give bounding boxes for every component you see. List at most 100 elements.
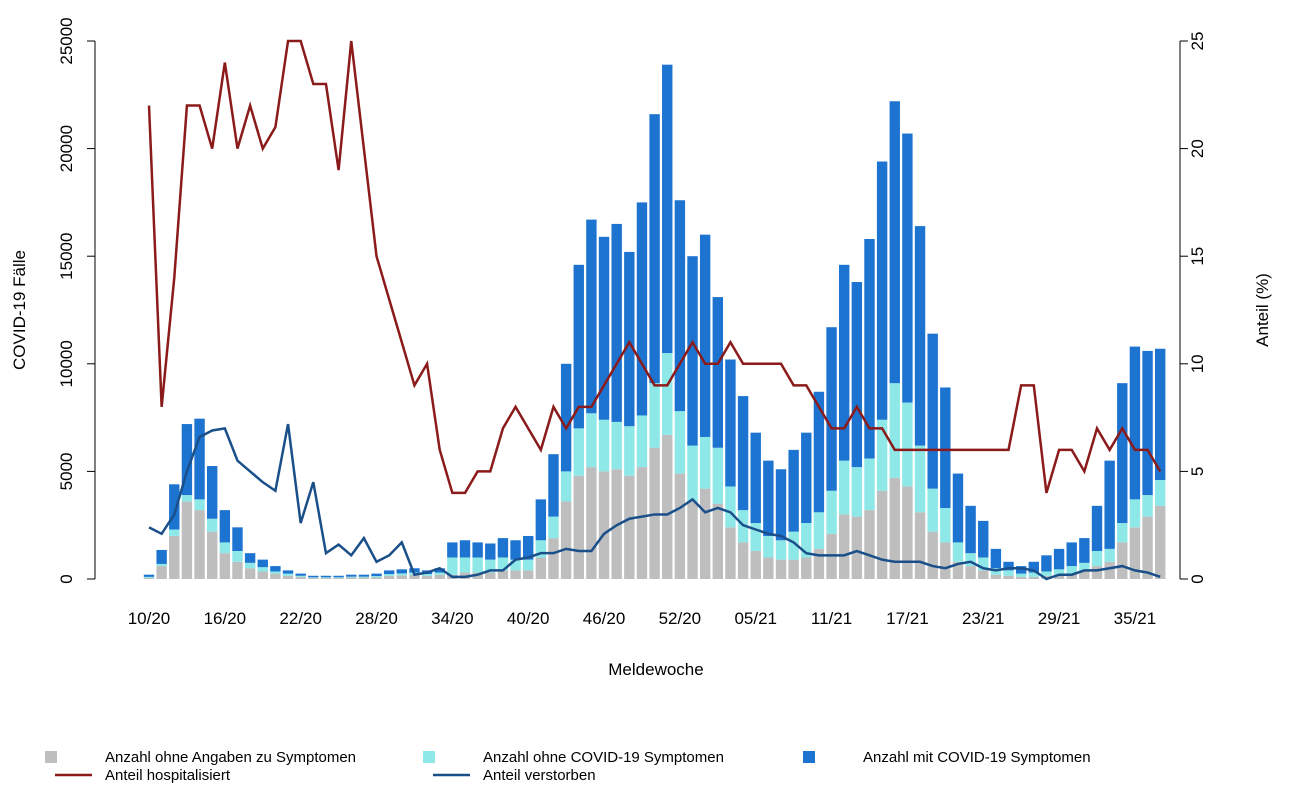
bar-segment (876, 161, 888, 420)
bar-segment (510, 559, 521, 571)
bar-segment (1053, 574, 1065, 579)
bar-segment (586, 219, 597, 414)
bar-segment (1104, 561, 1115, 579)
bar-segment (839, 264, 850, 461)
bar-segment (358, 576, 370, 578)
bar-segment (472, 557, 483, 573)
y2-tick-label: 0 (1188, 574, 1207, 583)
bar-segment (143, 576, 155, 578)
bar-segment (270, 571, 281, 574)
bar-segment (1155, 505, 1166, 579)
bar-segment (295, 575, 306, 577)
bar-segment (889, 383, 900, 478)
bar-segment (1155, 480, 1166, 506)
bar-segment (434, 568, 445, 573)
bar-segment (788, 559, 799, 579)
x-axis-title: Meldewoche (608, 660, 703, 679)
bar-segment (169, 484, 180, 530)
bar-segment (1117, 542, 1128, 579)
line-series (148, 423, 1161, 581)
bar-segment (611, 223, 622, 422)
y-tick-label: 10000 (57, 340, 76, 387)
bar-segment (282, 575, 294, 579)
bar-segment (914, 445, 926, 513)
bar-segment (965, 566, 976, 579)
bar-segment (270, 573, 281, 579)
bar-segment (320, 577, 332, 578)
bar-segment (662, 353, 673, 435)
bar-segment (358, 574, 370, 577)
bar-segment (169, 535, 180, 579)
legend-label: Anteil hospitalisiert (105, 767, 231, 784)
bar-segment (914, 512, 926, 579)
bar-segment (902, 486, 913, 579)
bar-segment (459, 540, 471, 558)
bar-segment (548, 454, 559, 517)
bar-segment (308, 575, 319, 578)
bar-segment (1129, 527, 1141, 579)
bar-segment (725, 359, 736, 487)
bar-segment (940, 507, 951, 543)
bar-segment (611, 421, 622, 470)
bar-segment (876, 419, 888, 491)
bar-segment (839, 460, 850, 515)
bar-segment (181, 424, 193, 496)
bar-segment (725, 527, 736, 579)
bar-segment (851, 282, 863, 468)
bar-segment (902, 133, 913, 403)
bar-segment (1003, 575, 1014, 579)
bar-segment (737, 542, 749, 579)
bar-segment (876, 490, 888, 579)
bar-segment (383, 574, 395, 576)
bar-segment (927, 333, 938, 489)
bar-segment (813, 548, 825, 579)
bar-segment (965, 553, 976, 567)
bar-segment (1129, 499, 1141, 528)
bar-segment (1117, 383, 1128, 524)
bar-segment (902, 402, 913, 487)
bar-segment (598, 236, 610, 420)
bar-segment (687, 501, 698, 579)
y-tick-label: 15000 (57, 233, 76, 280)
y-tick-label: 0 (57, 574, 76, 583)
bar-segment (1155, 348, 1166, 481)
bar-segment (270, 566, 281, 572)
bar-segment (1104, 548, 1115, 562)
bar-segment (1041, 571, 1052, 576)
bar-segment (510, 570, 521, 579)
bar-segment (624, 475, 635, 579)
bar-segment (1079, 571, 1090, 579)
bar-segment (346, 577, 357, 579)
bar-segment (548, 538, 559, 579)
bar-segment (523, 570, 534, 579)
bar-segment (573, 264, 584, 429)
bar-segment (1091, 505, 1103, 552)
bar-segment (371, 575, 382, 578)
bar-segment (308, 577, 319, 578)
x-tick-label: 23/21 (962, 609, 1005, 628)
bar-segment (143, 577, 155, 579)
bar-segment (1053, 548, 1065, 570)
bar-segment (990, 574, 1002, 579)
bar-segment (207, 466, 218, 519)
bar-segment (421, 575, 433, 579)
bar-segment (864, 458, 875, 511)
bar-segment (813, 391, 825, 513)
bar-segment (383, 570, 395, 575)
bar-segment (662, 434, 673, 579)
bar-segment (219, 510, 231, 543)
bar-segment (839, 514, 850, 579)
legend-swatch (45, 751, 57, 763)
bar-segment (535, 540, 547, 558)
bar-segment (383, 575, 395, 579)
bar-segment (1041, 555, 1052, 572)
bar-segment (156, 566, 167, 579)
bar-segment (1104, 460, 1115, 549)
bar-segment (181, 495, 193, 502)
bar-segment (952, 473, 964, 543)
bar-segment (434, 572, 445, 575)
bar-segment (1079, 562, 1090, 572)
bar-segment (662, 64, 673, 354)
bar-segment (320, 575, 332, 578)
